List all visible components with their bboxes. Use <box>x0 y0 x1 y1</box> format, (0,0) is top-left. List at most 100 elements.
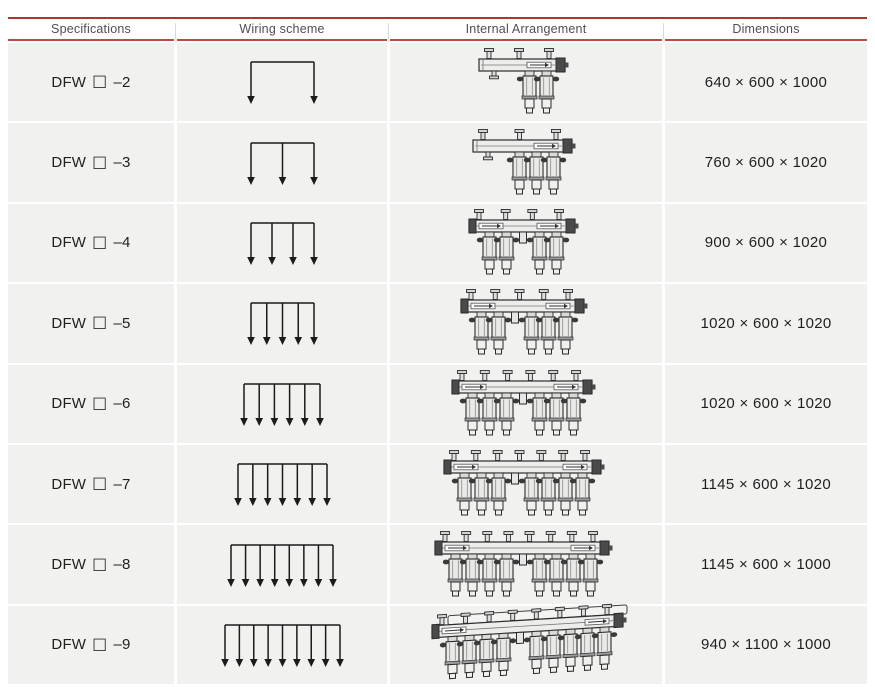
spec-cell: DFW □ –2 <box>8 43 174 122</box>
wiring-scheme-diagram <box>246 61 318 105</box>
dimensions-value: 1020 × 600 × 1020 <box>700 314 832 332</box>
internal-arrangement-slot <box>440 445 613 523</box>
wiring-scheme-diagram <box>246 222 318 265</box>
model-name: DFW <box>51 234 87 252</box>
internal-arrangement-cell <box>390 203 662 283</box>
wiring-scheme-cell <box>177 525 387 604</box>
wiring-scheme-diagram <box>246 302 318 346</box>
wiring-scheme-slot <box>217 619 348 671</box>
internal-arrangement-drawing <box>451 369 596 436</box>
table-row: DFW □ –9 940 × 1100 × 1000 <box>8 603 867 687</box>
placeholder-box-icon: □ <box>92 392 108 412</box>
internal-arrangement-cell <box>390 364 662 443</box>
internal-arrangement-cell <box>390 444 662 524</box>
wiring-scheme-cell <box>177 203 387 283</box>
variant-number: –7 <box>113 475 131 493</box>
dimensions-value: 760 × 600 × 1020 <box>704 154 828 172</box>
wiring-scheme-cell <box>177 444 387 524</box>
dimensions-value: 1145 × 600 × 1020 <box>701 475 831 493</box>
spec-table: Specifications Wiring scheme Internal Ar… <box>8 17 867 687</box>
dimensions-value: 640 × 600 × 1000 <box>704 73 828 91</box>
header-wiring-scheme: Wiring scheme <box>177 19 387 41</box>
table-row: DFW □ –5 1020 × 600 × 1020 <box>8 284 867 363</box>
model-label: DFW □ –4 <box>51 231 131 252</box>
table-body: DFW □ –2 640 × 600 × 1000 DFW □ –3 <box>8 43 867 687</box>
model-label: DFW □ –8 <box>51 553 131 574</box>
wiring-scheme-diagram <box>233 463 331 507</box>
model-label: DFW □ –5 <box>51 312 131 332</box>
dimensions-cell: 1145 × 600 × 1000 <box>665 525 867 604</box>
wiring-scheme-slot <box>243 297 322 349</box>
table-header-row: Specifications Wiring scheme Internal Ar… <box>8 19 867 41</box>
dimensions-cell: 940 × 1100 × 1000 <box>665 605 867 685</box>
model-label: DFW □ –9 <box>51 633 130 654</box>
wiring-scheme-cell <box>177 123 387 202</box>
dimensions-cell: 900 × 600 × 1020 <box>665 203 867 283</box>
placeholder-box-icon: □ <box>92 231 108 251</box>
variant-number: –6 <box>113 395 131 413</box>
spec-cell: DFW □ –7 <box>8 444 174 524</box>
wiring-scheme-slot <box>236 378 328 430</box>
table-row: DFW □ –3 760 × 600 × 1020 <box>8 123 867 202</box>
wiring-scheme-slot <box>223 539 341 591</box>
placeholder-box-icon: □ <box>92 71 108 91</box>
placeholder-box-icon: □ <box>92 633 108 653</box>
model-label: DFW □ –2 <box>51 71 131 91</box>
variant-number: –3 <box>113 154 131 172</box>
model-name: DFW <box>51 475 87 493</box>
wiring-scheme-diagram <box>227 543 337 587</box>
model-name: DFW <box>51 154 87 172</box>
internal-arrangement-cell <box>390 525 662 604</box>
dimensions-value: 900 × 600 × 1020 <box>704 234 828 252</box>
spec-cell: DFW □ –6 <box>8 364 174 443</box>
dimensions-value: 1145 × 600 × 1000 <box>701 556 831 574</box>
wiring-scheme-diagram <box>220 624 344 667</box>
header-column-divider <box>388 23 389 39</box>
dimensions-value: 1020 × 600 × 1020 <box>700 395 832 413</box>
internal-arrangement-slot <box>469 124 584 202</box>
model-label: DFW □ –3 <box>51 153 131 172</box>
model-label: DFW □ –7 <box>51 475 131 493</box>
model-name: DFW <box>51 395 87 413</box>
model-name: DFW <box>51 636 87 654</box>
internal-arrangement-slot <box>448 365 604 443</box>
internal-arrangement-slot <box>475 43 577 121</box>
header-internal-arrangement: Internal Arrangement <box>390 19 662 41</box>
internal-arrangement-slot <box>431 526 621 604</box>
model-name: DFW <box>51 314 87 332</box>
header-dimensions: Dimensions <box>665 19 867 41</box>
internal-arrangement-cell <box>390 284 662 363</box>
spec-cell: DFW □ –9 <box>8 605 174 685</box>
wiring-scheme-slot <box>243 137 322 189</box>
dimensions-cell: 1145 × 600 × 1020 <box>665 444 867 524</box>
variant-number: –2 <box>113 73 131 91</box>
wiring-scheme-cell <box>177 605 387 685</box>
dimensions-value: 940 × 1100 × 1000 <box>701 636 831 654</box>
wiring-scheme-cell <box>177 284 387 363</box>
header-specifications: Specifications <box>8 19 174 41</box>
spec-cell: DFW □ –8 <box>8 525 174 604</box>
variant-number: –8 <box>113 556 131 574</box>
dimensions-cell: 760 × 600 × 1020 <box>665 123 867 202</box>
internal-arrangement-drawing <box>468 209 579 275</box>
model-name: DFW <box>51 73 87 91</box>
wiring-scheme-cell <box>177 364 387 443</box>
wiring-scheme-slot <box>243 217 322 269</box>
table-row: DFW □ –4 900 × 600 × 1020 <box>8 203 867 283</box>
table-row: DFW □ –8 1145 × 600 × 1000 <box>8 525 867 604</box>
internal-arrangement-drawing <box>430 603 627 680</box>
wiring-scheme-slot <box>230 458 335 510</box>
header-column-divider <box>663 23 664 39</box>
internal-arrangement-slot <box>423 603 630 687</box>
dimensions-cell: 1020 × 600 × 1020 <box>665 284 867 363</box>
variant-number: –5 <box>113 314 131 332</box>
placeholder-box-icon: □ <box>92 312 108 332</box>
wiring-scheme-diagram <box>246 141 318 185</box>
model-name: DFW <box>51 556 87 574</box>
internal-arrangement-cell <box>390 123 662 202</box>
internal-arrangement-slot <box>457 284 596 362</box>
variant-number: –4 <box>113 234 131 252</box>
placeholder-box-icon: □ <box>92 553 108 573</box>
wiring-scheme-slot <box>243 56 322 108</box>
